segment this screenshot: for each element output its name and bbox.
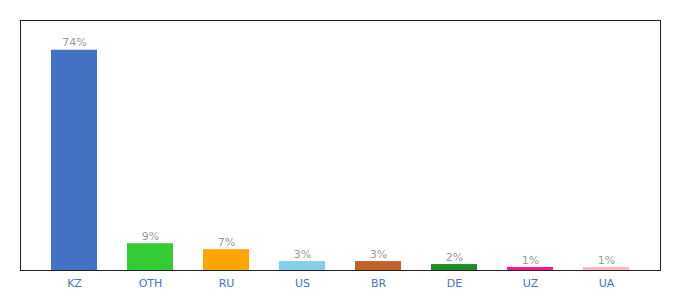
svg-text:74%: 74%	[62, 36, 86, 49]
svg-text:7%: 7%	[218, 236, 235, 249]
svg-text:DE: DE	[447, 277, 462, 290]
svg-text:UZ: UZ	[523, 277, 539, 290]
svg-text:US: US	[295, 277, 310, 290]
svg-text:2%: 2%	[446, 251, 463, 264]
svg-text:RU: RU	[219, 277, 235, 290]
svg-text:KZ: KZ	[67, 277, 82, 290]
svg-text:9%: 9%	[142, 230, 159, 243]
svg-text:1%: 1%	[598, 254, 615, 267]
svg-text:1%: 1%	[522, 254, 539, 267]
svg-text:BR: BR	[371, 277, 387, 290]
svg-text:3%: 3%	[370, 248, 387, 261]
svg-text:UA: UA	[599, 277, 615, 290]
svg-text:3%: 3%	[294, 248, 311, 261]
svg-text:OTH: OTH	[139, 277, 163, 290]
